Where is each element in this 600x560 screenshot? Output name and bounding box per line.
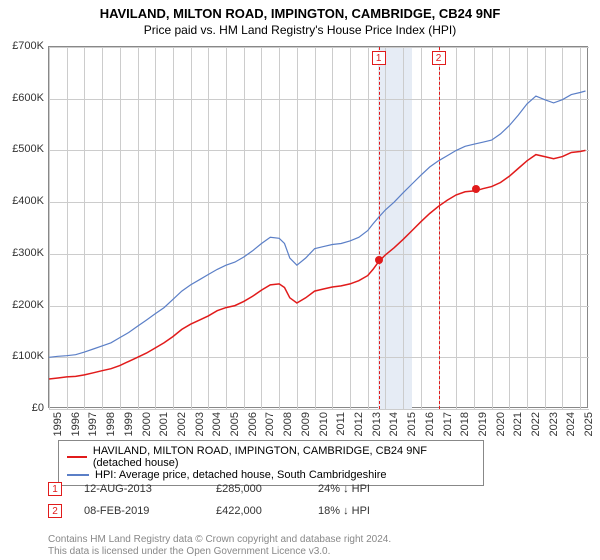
transaction-delta: 18% ↓ HPI [318,505,370,517]
series-hpi [49,91,586,357]
xtick-label: 2011 [335,412,347,436]
ytick-label: £500K [12,143,44,155]
xtick-label: 2003 [194,412,206,436]
ytick-label: £600K [12,92,44,104]
footer-line-1: Contains HM Land Registry data © Crown c… [48,534,391,545]
xtick-label: 2020 [495,412,507,436]
transaction-flag: 1 [48,482,62,496]
marker-flag: 1 [372,51,386,65]
ytick-label: £300K [12,247,44,259]
series-property [49,150,586,379]
xtick-label: 2017 [442,412,454,436]
xtick-label: 2007 [264,412,276,436]
xtick-label: 2005 [229,412,241,436]
legend-label: HAVILAND, MILTON ROAD, IMPINGTON, CAMBRI… [93,445,475,469]
xtick-label: 2023 [548,412,560,436]
point-marker [375,256,383,264]
transaction-date: 12-AUG-2013 [84,483,194,495]
xtick-label: 2000 [141,412,153,436]
xtick-label: 2025 [583,412,595,436]
transaction-row: 1 12-AUG-2013 £285,000 24% ↓ HPI [48,482,392,496]
legend-label: HPI: Average price, detached house, Sout… [95,469,386,481]
transaction-row: 2 08-FEB-2019 £422,000 18% ↓ HPI [48,504,392,518]
transaction-price: £285,000 [216,483,296,495]
xtick-label: 2024 [565,412,577,436]
xtick-label: 2004 [211,412,223,436]
xtick-label: 1996 [70,412,82,436]
xtick-label: 2009 [300,412,312,436]
ytick-label: £700K [12,40,44,52]
xtick-label: 2013 [371,412,383,436]
ytick-label: £200K [12,299,44,311]
xtick-label: 1999 [123,412,135,436]
xtick-label: 2014 [388,412,400,436]
price-chart: 12 [48,46,588,408]
page-title: HAVILAND, MILTON ROAD, IMPINGTON, CAMBRI… [0,0,600,21]
point-marker [472,185,480,193]
xtick-label: 2010 [318,412,330,436]
legend: HAVILAND, MILTON ROAD, IMPINGTON, CAMBRI… [58,440,484,486]
xtick-label: 2006 [247,412,259,436]
legend-item: HAVILAND, MILTON ROAD, IMPINGTON, CAMBRI… [67,445,475,469]
xtick-label: 2002 [176,412,188,436]
xtick-label: 2018 [459,412,471,436]
xtick-label: 2008 [282,412,294,436]
transaction-price: £422,000 [216,505,296,517]
transaction-flag: 2 [48,504,62,518]
marker-vline [379,47,380,409]
xtick-label: 1998 [105,412,117,436]
marker-vline [439,47,440,409]
xtick-label: 2015 [406,412,418,436]
xtick-label: 2001 [158,412,170,436]
footer-line-2: This data is licensed under the Open Gov… [48,546,330,557]
ytick-label: £400K [12,195,44,207]
ytick-label: £100K [12,350,44,362]
page-subtitle: Price paid vs. HM Land Registry's House … [0,21,600,37]
legend-swatch [67,474,89,476]
xtick-label: 2016 [424,412,436,436]
xtick-label: 2021 [512,412,524,436]
chart-svg [49,47,589,409]
transaction-date: 08-FEB-2019 [84,505,194,517]
xtick-label: 2022 [530,412,542,436]
marker-flag: 2 [432,51,446,65]
ytick-label: £0 [32,402,44,414]
legend-item: HPI: Average price, detached house, Sout… [67,469,475,481]
gridline-h [49,409,589,410]
legend-swatch [67,456,87,458]
xtick-label: 2012 [353,412,365,436]
xtick-label: 2019 [477,412,489,436]
xtick-label: 1995 [52,412,64,436]
transaction-delta: 24% ↓ HPI [318,483,370,495]
xtick-label: 1997 [87,412,99,436]
